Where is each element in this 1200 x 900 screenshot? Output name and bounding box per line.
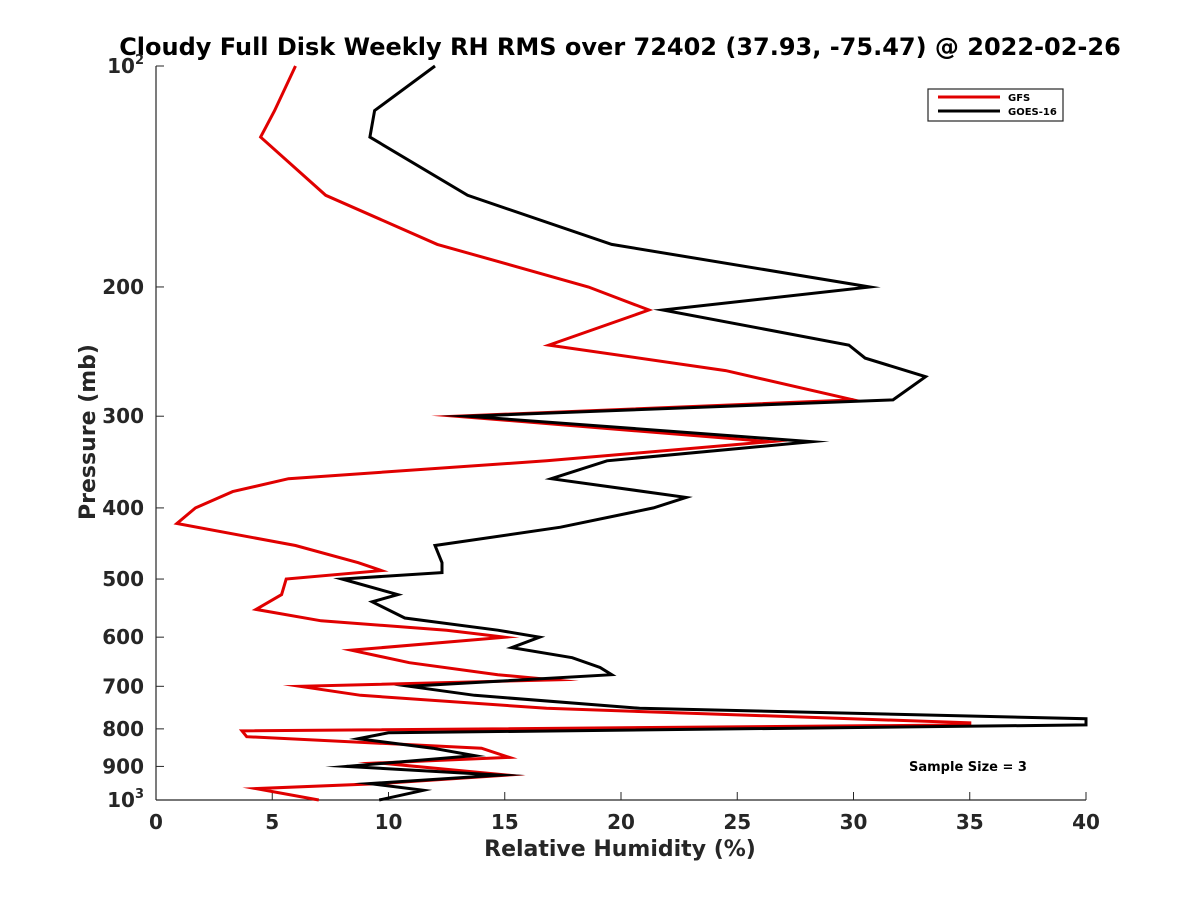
y-tick-label: 103 [107,787,144,812]
x-tick-label: 35 [956,810,984,834]
x-tick-label: 30 [840,810,868,834]
x-tick-label: 5 [265,810,279,834]
x-tick-label: 20 [607,810,635,834]
y-tick-label: 500 [102,567,144,591]
x-tick-label: 10 [375,810,403,834]
y-tick-label: 600 [102,625,144,649]
x-tick-label: 25 [723,810,751,834]
legend-box [927,88,1064,122]
legend-label: GOES-16 [1008,107,1057,118]
series-line-gfs [173,65,972,802]
y-tick-label: 300 [102,404,144,428]
chart-title: Cloudy Full Disk Weekly RH RMS over 7240… [119,33,1121,61]
y-axis-label: Pressure (mb) [76,344,101,520]
plot-axes: 0 5 10 15 20 25 30 35 40 102 200 300 400 500 600 700 800… [102,53,1100,834]
x-tick-label: 0 [149,810,163,834]
x-tick-label: 40 [1072,810,1100,834]
legend-label: GFS [1008,93,1030,104]
x-axis-label: Relative Humidity (%) [484,837,756,862]
y-tick-label: 200 [102,275,144,299]
y-tick-label: 400 [102,496,144,520]
x-tick-label: 15 [491,810,519,834]
legend: GFS GOES-16 [927,88,1064,122]
data-series [173,64,1088,802]
y-tick-label: 800 [102,717,144,741]
y-tick-label: 102 [107,53,144,78]
sample-size-annotation: Sample Size = 3 [909,760,1027,775]
y-tick-label: 700 [102,674,144,698]
series-line-goes-16 [325,64,1088,802]
y-tick-label: 900 [102,754,144,778]
